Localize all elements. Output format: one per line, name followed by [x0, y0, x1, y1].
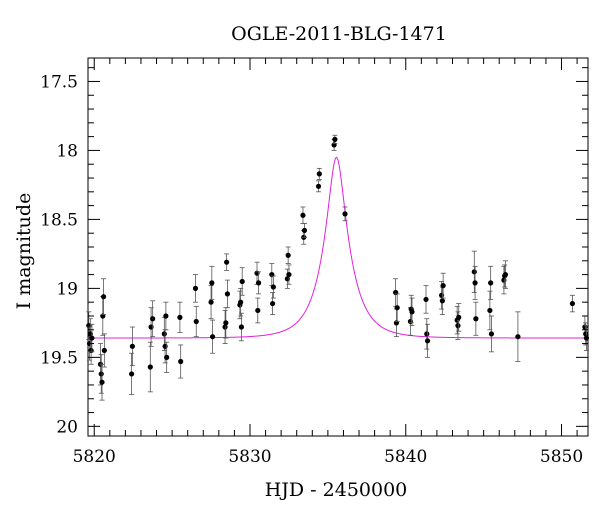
data-point — [286, 271, 292, 278]
data-point — [224, 259, 230, 265]
data-point — [487, 307, 493, 314]
data-point — [488, 331, 495, 337]
data-point — [455, 323, 461, 329]
data-point — [488, 280, 494, 286]
data-point — [89, 335, 95, 341]
data-point — [99, 379, 105, 385]
data-point — [315, 183, 322, 189]
data-point — [316, 171, 322, 177]
data-point — [473, 316, 479, 322]
data-point — [439, 298, 445, 304]
data-point — [440, 283, 446, 289]
y-tick-label: 18.5 — [40, 210, 78, 230]
data-point — [101, 347, 107, 354]
data-point — [583, 331, 589, 337]
data-point — [285, 252, 291, 258]
data-point — [409, 309, 415, 315]
data-point — [129, 343, 135, 349]
data-point — [238, 324, 245, 330]
data-point — [471, 269, 477, 275]
data-point — [163, 313, 169, 319]
data-point — [129, 371, 135, 377]
data-point — [332, 136, 338, 142]
data-point — [239, 278, 245, 285]
y-tick-label: 18 — [56, 141, 78, 161]
model-curve — [88, 156, 588, 339]
data-point — [192, 285, 199, 291]
data-point — [301, 227, 308, 234]
data-point — [423, 296, 429, 303]
data-point — [177, 314, 183, 320]
data-point — [569, 300, 576, 307]
data-point — [224, 291, 231, 297]
data-point — [456, 314, 462, 320]
plot-body: 5820 5830 5840 5850 17.5 18 18.5 19 19.5 20 — [40, 57, 590, 467]
data-point — [238, 299, 244, 305]
data-point — [209, 280, 215, 286]
data-point — [515, 334, 521, 340]
data-point — [472, 280, 478, 286]
data-point — [269, 300, 276, 307]
data-point — [147, 364, 153, 370]
y-tick-label: 20 — [56, 417, 78, 437]
data-point — [394, 305, 400, 311]
data-point — [342, 211, 348, 217]
data-point — [193, 318, 199, 325]
y-axis-label: I magnitude — [13, 193, 35, 310]
chart-title: OGLE-2011-BLG-1471 — [231, 23, 447, 45]
data-point — [164, 354, 170, 360]
data-point — [208, 299, 214, 305]
y-tick-label: 19 — [56, 279, 78, 299]
data-point — [255, 280, 262, 286]
plot-frame — [87, 57, 589, 437]
data-point — [98, 371, 104, 377]
y-tick-label: 17.5 — [40, 72, 78, 92]
data-point — [222, 324, 228, 330]
data-point — [583, 335, 590, 341]
x-tick-label: 5830 — [228, 447, 271, 467]
data-point — [178, 358, 184, 365]
x-tick-label: 5840 — [384, 447, 427, 467]
data-point — [100, 294, 107, 300]
data-point — [424, 331, 430, 337]
data-point — [210, 334, 216, 340]
data-point — [255, 307, 261, 314]
data-point — [393, 320, 400, 326]
x-tick-label: 5820 — [73, 447, 116, 467]
data-point — [424, 338, 431, 344]
data-point — [223, 320, 229, 326]
data-point — [161, 331, 167, 337]
x-tick-label: 5850 — [540, 447, 583, 467]
x-axis-label: HJD - 2450000 — [265, 479, 408, 501]
y-tick-label: 19.5 — [40, 348, 78, 368]
data-point — [300, 212, 306, 218]
data-point — [100, 313, 106, 319]
data-point — [502, 271, 509, 278]
data-point — [150, 316, 156, 322]
data-point — [270, 284, 276, 290]
data-point — [331, 142, 337, 148]
data-point — [88, 347, 94, 354]
